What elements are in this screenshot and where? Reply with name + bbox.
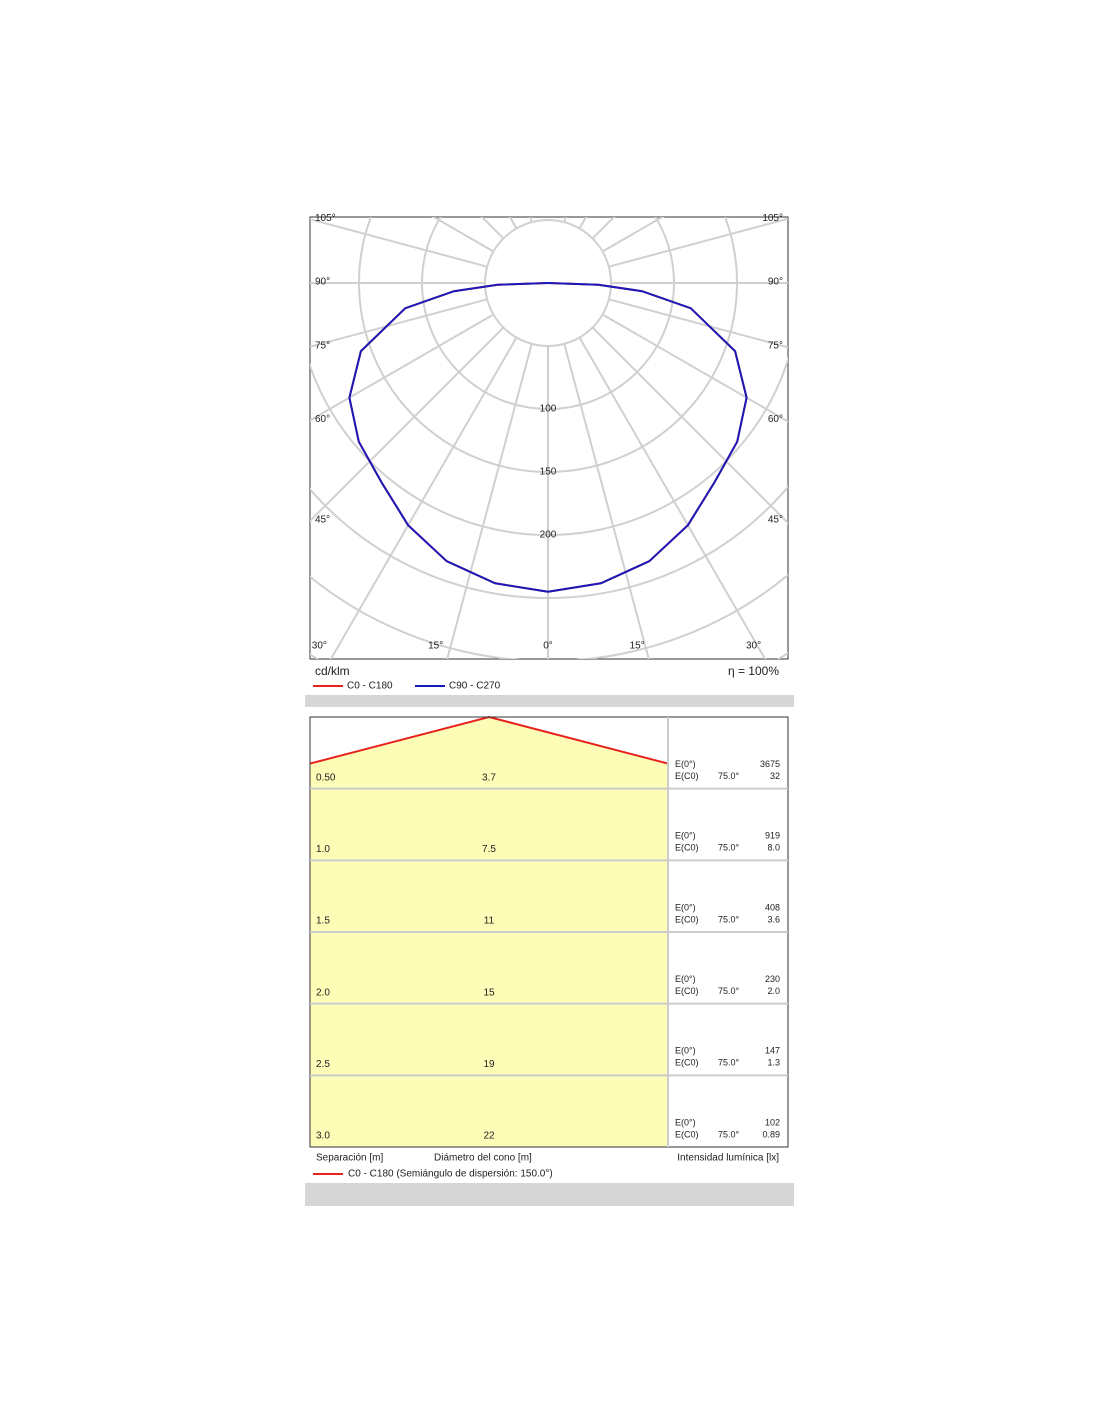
footer-intensity: Intensidad lumínica [lx]: [677, 1153, 779, 1164]
unit-label: cd/klm: [315, 664, 350, 678]
ec0: 0.89: [762, 1129, 780, 1139]
ec0-label: E(C0): [675, 914, 699, 924]
angle-label: 75°: [768, 340, 783, 351]
angle-label: 60°: [315, 414, 330, 425]
diameter: 11: [484, 916, 495, 927]
e0: 408: [765, 902, 780, 912]
table-legend: C0 - C180 (Semiángulo de dispersión: 150…: [348, 1169, 553, 1180]
radial-line: [578, 217, 588, 229]
radial-line: [529, 217, 533, 223]
e0-label: E(0°): [675, 902, 696, 912]
e0-label: E(0°): [675, 1117, 696, 1127]
angle: 75.0°: [718, 771, 740, 781]
e0-label: E(0°): [675, 831, 696, 841]
angle-label: 45°: [315, 515, 330, 526]
e0-label: E(0°): [675, 759, 696, 769]
angle: 75.0°: [718, 914, 740, 924]
separation: 1.0: [316, 844, 330, 855]
diameter: 19: [483, 1059, 495, 1070]
curve: [348, 282, 549, 593]
radial-line: [608, 298, 788, 349]
diameter: 22: [483, 1131, 495, 1142]
ec0: 1.3: [767, 1058, 780, 1068]
separation: 1.5: [316, 916, 330, 927]
radial-line: [431, 217, 494, 253]
angle-label: 105°: [315, 213, 336, 224]
radial-line: [602, 217, 665, 253]
separation: 2.5: [316, 1059, 330, 1070]
r-tick-label: 100: [540, 404, 557, 415]
angle: 75.0°: [718, 1058, 740, 1068]
angle: 75.0°: [718, 1129, 740, 1139]
curves: [348, 282, 748, 593]
radial-line: [591, 326, 788, 525]
ec0: 8.0: [767, 843, 780, 853]
ec0-label: E(C0): [675, 843, 699, 853]
angle-label: 90°: [315, 277, 330, 288]
ec0: 2.0: [767, 986, 780, 996]
e0: 230: [765, 974, 780, 984]
radial-line: [578, 337, 767, 659]
e0: 102: [765, 1117, 780, 1127]
cone-area: [310, 788, 668, 1147]
cone-table: 0.50 3.7 E(0°) E(C0) 75.0° 3675 32 1.0 7.5 E(0°) E…: [309, 715, 789, 1148]
e0: 919: [765, 831, 780, 841]
radial-line: [591, 217, 616, 240]
polar-grid: [310, 217, 788, 659]
r-tick-label: 150: [540, 467, 557, 478]
separator: [305, 1183, 794, 1206]
separation: 0.50: [316, 772, 336, 783]
legend-label: C90 - C270: [449, 681, 501, 692]
ec0: 32: [770, 771, 780, 781]
footer-diameter: Diámetro del cono [m]: [434, 1153, 532, 1164]
radial-line: [563, 217, 567, 223]
radial-line: [329, 337, 518, 659]
separator: [305, 695, 794, 707]
angle-label: 60°: [768, 414, 783, 425]
angle-label: 0°: [543, 641, 553, 652]
radial-line: [602, 313, 788, 423]
ec0: 3.6: [767, 914, 780, 924]
e0: 3675: [760, 759, 780, 769]
ec0-label: E(C0): [675, 986, 699, 996]
ec0-label: E(C0): [675, 771, 699, 781]
footer-separation: Separación [m]: [316, 1153, 383, 1164]
ec0-label: E(C0): [675, 1058, 699, 1068]
e0: 147: [765, 1046, 780, 1056]
radial-line: [446, 343, 533, 659]
angle-label: 30°: [746, 641, 761, 652]
angle-label: 15°: [428, 641, 443, 652]
ec0-label: E(C0): [675, 1129, 699, 1139]
angle-label: 15°: [630, 641, 645, 652]
radial-line: [310, 218, 488, 268]
angle-label: 105°: [762, 213, 783, 224]
separation: 2.0: [316, 987, 330, 998]
angle-label: 75°: [315, 340, 330, 351]
radial-line: [310, 326, 505, 523]
diameter: 7.5: [482, 844, 496, 855]
radial-line: [310, 298, 488, 348]
e0-label: E(0°): [675, 1046, 696, 1056]
radial-line: [508, 217, 518, 229]
angle-label: 45°: [768, 515, 783, 526]
angle: 75.0°: [718, 843, 740, 853]
cone-top: [310, 717, 668, 789]
radial-line: [310, 313, 494, 422]
angle: 75.0°: [718, 986, 740, 996]
separation: 3.0: [316, 1131, 330, 1142]
diameter: 15: [483, 987, 495, 998]
efficiency: η = 100%: [728, 664, 779, 678]
radial-line: [608, 217, 788, 268]
r-tick-label: 200: [540, 530, 557, 541]
legend-label: C0 - C180: [347, 681, 393, 692]
angle-label: 30°: [312, 641, 327, 652]
e0-label: E(0°): [675, 974, 696, 984]
diameter: 3.7: [482, 772, 496, 783]
radial-line: [563, 343, 650, 659]
radial-line: [480, 217, 505, 240]
angle-label: 90°: [768, 277, 783, 288]
curve: [547, 282, 748, 593]
